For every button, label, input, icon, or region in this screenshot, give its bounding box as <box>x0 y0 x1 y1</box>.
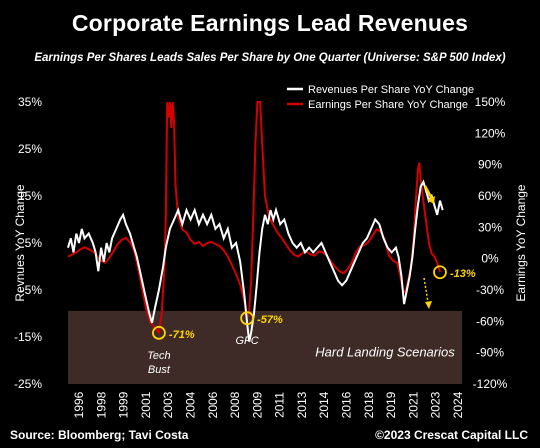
left-tick-label: 25% <box>18 142 42 156</box>
x-tick-label: 2001 <box>139 391 153 418</box>
earnings-line <box>67 101 441 336</box>
x-tick-label: 2008 <box>228 391 242 418</box>
x-axis-ticks: 1996 1998 1999 2001 2003 2004 2006 2008 2009 2011… <box>72 391 465 418</box>
arrow-head-icon <box>427 196 435 204</box>
copyright-note: ©2023 Crescat Capital LLC <box>375 428 528 442</box>
annotation-value: -13% <box>450 268 476 280</box>
x-tick-label: 2019 <box>384 391 398 418</box>
x-tick-label: 2004 <box>183 391 197 418</box>
legend-revenue-label: Revenues Per Share YoY Change <box>308 84 474 96</box>
x-tick-label: 2023 <box>429 391 443 418</box>
x-tick-label: 1998 <box>94 391 108 418</box>
x-tick-label: 2014 <box>317 391 331 418</box>
annotation-value: -71% <box>169 329 195 341</box>
left-tick-label: 5% <box>25 236 43 250</box>
x-tick-label: 1999 <box>117 391 131 418</box>
trend-arrows <box>423 185 435 309</box>
hard-landing-label: Hard Landing Scenarios <box>315 345 455 360</box>
annotation-caption: GFC <box>235 335 258 347</box>
right-axis-ticks: 150% 120% 90% 60% 30% 0% -30% -60% -90% -120% <box>473 95 508 391</box>
dotted-arrow-head-icon <box>425 301 432 309</box>
x-tick-label: 2021 <box>406 391 420 418</box>
right-tick-label: -90% <box>476 346 504 360</box>
right-tick-label: -60% <box>476 314 504 328</box>
right-tick-label: 150% <box>475 95 506 109</box>
right-tick-label: 30% <box>478 220 502 234</box>
x-tick-label: 2024 <box>451 391 465 418</box>
chart-subtitle: Earnings Per Shares Leads Sales Per Shar… <box>34 52 506 64</box>
x-tick-label: 2011 <box>273 392 287 418</box>
x-tick-label: 2018 <box>362 391 376 418</box>
annotation-circle <box>152 325 166 340</box>
annotation-caption: Bust <box>148 364 171 376</box>
right-tick-label: 60% <box>478 189 502 203</box>
right-axis-label: Earnings YoY Change <box>514 184 528 302</box>
arrow-down-icon <box>423 185 434 200</box>
left-tick-label: -5% <box>21 283 43 297</box>
annotation-circle <box>240 311 254 326</box>
x-tick-label: 1996 <box>72 391 86 418</box>
revenue-line <box>67 179 444 342</box>
left-axis-ticks: 35% 25% 15% 5% -5% -15% -25% <box>14 95 42 391</box>
x-tick-label: 2003 <box>161 391 175 418</box>
right-tick-label: 90% <box>478 158 502 172</box>
left-axis-label: Revnues YoY Change <box>13 184 27 302</box>
right-tick-label: 0% <box>481 252 499 266</box>
legend: Revenues Per Share YoY Change Earnings P… <box>287 84 474 111</box>
dotted-arrow-icon <box>423 277 429 303</box>
source-note: Source: Bloomberg; Tavi Costa <box>10 428 189 442</box>
annotation-circle <box>433 265 447 280</box>
right-tick-label: 120% <box>475 126 506 140</box>
left-tick-label: -15% <box>14 330 42 344</box>
hard-landing-region <box>68 310 462 384</box>
left-tick-label: 15% <box>18 189 42 203</box>
chart-title: Corporate Earnings Lead Revenues <box>71 10 469 36</box>
legend-earnings-label: Earnings Per Share YoY Change <box>308 99 468 111</box>
x-tick-label: 2006 <box>206 391 220 418</box>
left-tick-label: -25% <box>14 377 42 391</box>
annotation-value: -57% <box>257 314 283 326</box>
x-tick-label: 2009 <box>250 391 264 418</box>
right-tick-label: -30% <box>476 283 504 297</box>
x-tick-label: 2016 <box>340 391 354 418</box>
annotations: -71% Tech Bust -57% GFC -13% <box>147 265 476 376</box>
left-tick-label: 35% <box>18 95 42 109</box>
right-tick-label: -120% <box>473 377 508 391</box>
annotation-caption: Tech <box>147 350 170 362</box>
x-tick-label: 2013 <box>295 391 309 418</box>
